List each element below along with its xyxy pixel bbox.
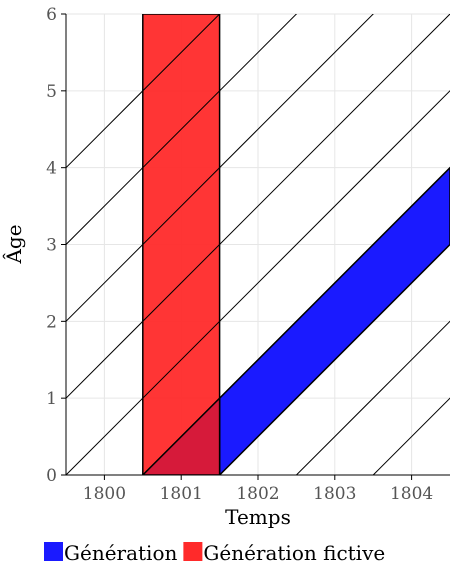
series-generation-fictive-area <box>142 14 221 475</box>
legend-label: Génération fictive <box>203 541 385 565</box>
x-axis-title: Temps <box>225 505 291 529</box>
lexis-diagonal <box>219 243 450 475</box>
x-tick-label: 1804 <box>390 484 433 504</box>
axes <box>61 13 450 480</box>
lexis-diagonal <box>66 14 374 323</box>
series-fills <box>141 14 450 475</box>
y-tick-label: 6 <box>46 5 57 25</box>
lexis-diagonal <box>296 320 450 475</box>
x-tick-label: 1803 <box>313 484 356 504</box>
y-tick-label: 5 <box>46 82 57 102</box>
x-tick-label: 1802 <box>236 484 279 504</box>
lexis-diagonal <box>66 14 450 399</box>
y-tick-label: 2 <box>46 312 57 332</box>
y-tick-label: 1 <box>46 389 57 409</box>
y-axis-title: Âge <box>2 224 26 264</box>
legend: Génération Génération fictive <box>44 541 385 565</box>
lexis-diagonal <box>66 14 298 246</box>
y-tick-label: 0 <box>46 466 57 486</box>
y-tick-label: 4 <box>46 159 57 179</box>
lexis-diagonal <box>142 166 450 475</box>
legend-swatch <box>44 542 63 561</box>
lexis-diagonals <box>66 14 450 475</box>
legend-label: Génération <box>64 541 177 565</box>
x-tick-label: 1800 <box>83 484 126 504</box>
tick-labels: 0 1 2 3 4 5 6 1800 1801 1802 1803 1804 <box>46 5 433 504</box>
legend-swatch <box>183 542 203 561</box>
x-tick-label: 1801 <box>160 484 203 504</box>
lexis-diagonal <box>66 14 221 169</box>
lexis-diagonal <box>66 90 450 475</box>
y-tick-label: 3 <box>46 236 57 256</box>
